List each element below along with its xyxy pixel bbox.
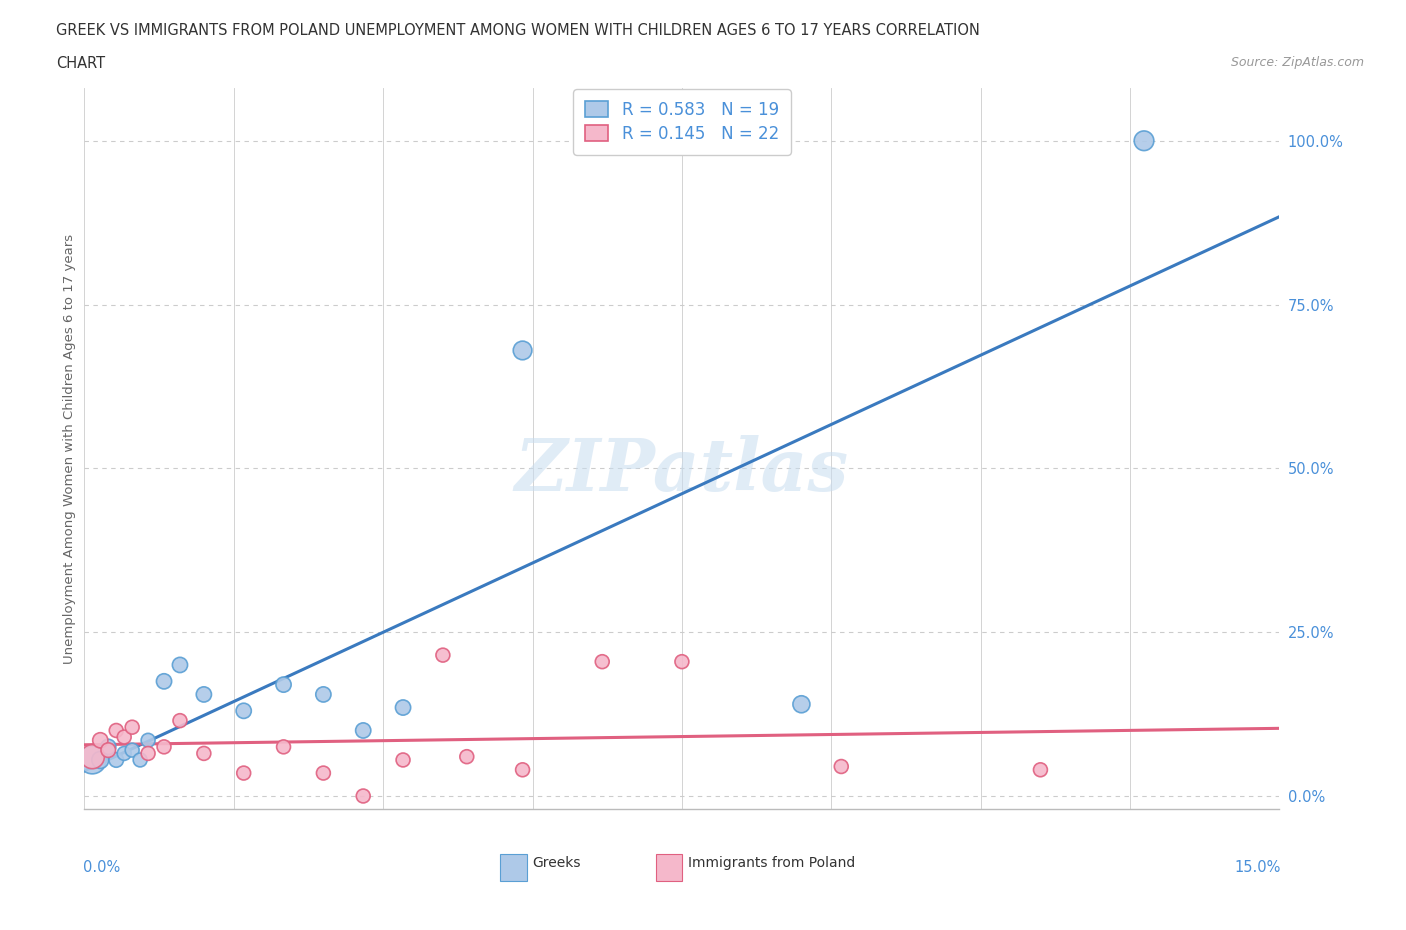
Point (169, 713, 191, 728)
Point (512, 343, 534, 358)
Point (136, 746, 159, 761)
Point (82, 750, 104, 764)
Point (232, 703, 254, 718)
Point (193, 746, 215, 761)
Text: Immigrants from Poland: Immigrants from Poland (688, 857, 855, 870)
Point (232, 765, 254, 780)
Point (352, 723, 374, 737)
Text: CHART: CHART (56, 56, 105, 71)
Point (193, 687, 215, 702)
Point (790, 697, 813, 711)
Text: GREEK VS IMMIGRANTS FROM POLAND UNEMPLOYMENT AMONG WOMEN WITH CHILDREN AGES 6 TO: GREEK VS IMMIGRANTS FROM POLAND UNEMPLOY… (56, 23, 980, 38)
Point (97, 743, 120, 758)
Point (169, 658, 191, 672)
Point (456, 750, 478, 764)
Point (671, 654, 693, 669)
Point (153, 739, 176, 754)
Point (512, 763, 534, 777)
Point (112, 729, 135, 744)
Point (312, 765, 335, 780)
Point (82, 752, 104, 767)
Text: ZIPatlas: ZIPatlas (515, 435, 849, 506)
Point (591, 654, 613, 669)
Point (312, 687, 335, 702)
Point (830, 759, 852, 774)
Point (105, 752, 128, 767)
Y-axis label: Unemployment Among Women with Children Ages 6 to 17 years: Unemployment Among Women with Children A… (63, 233, 76, 664)
Point (352, 789, 374, 804)
Point (392, 752, 415, 767)
Point (1029, 763, 1052, 777)
FancyBboxPatch shape (501, 854, 526, 882)
Point (121, 720, 143, 735)
FancyBboxPatch shape (655, 854, 682, 882)
Text: 15.0%: 15.0% (1234, 859, 1281, 874)
Point (121, 743, 143, 758)
Point (273, 677, 295, 692)
Text: Greeks: Greeks (533, 857, 581, 870)
Point (97, 739, 120, 754)
Text: 0.0%: 0.0% (83, 859, 121, 874)
Text: Source: ZipAtlas.com: Source: ZipAtlas.com (1230, 56, 1364, 69)
Point (392, 700, 415, 715)
Point (89, 733, 111, 748)
Point (129, 752, 152, 767)
Point (1133, 133, 1156, 148)
Point (136, 733, 159, 748)
Point (153, 674, 176, 689)
Point (89, 752, 111, 767)
Point (112, 746, 135, 761)
Point (273, 739, 295, 754)
Point (105, 723, 128, 737)
Point (432, 647, 454, 662)
Legend: R = 0.583   N = 19, R = 0.145   N = 22: R = 0.583 N = 19, R = 0.145 N = 22 (574, 89, 790, 154)
